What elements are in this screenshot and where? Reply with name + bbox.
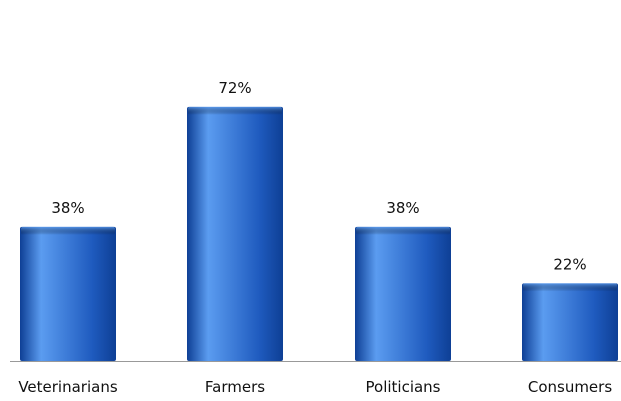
bar-top-highlight <box>523 283 617 292</box>
category-label: Veterinarians <box>18 378 118 396</box>
data-label: 22% <box>553 255 586 273</box>
bar-top-highlight <box>188 106 282 115</box>
category-labels-layer: Veterinarians Farmers Politicians Consumers <box>18 378 612 396</box>
bar-farmers <box>187 106 283 361</box>
data-label: 38% <box>51 199 84 217</box>
data-labels-layer: 38% 72% 38% 22% <box>51 79 586 274</box>
category-label: Consumers <box>528 378 612 396</box>
data-label: 38% <box>386 199 419 217</box>
bar-politicians <box>355 226 451 361</box>
bar-top-highlight <box>21 226 115 235</box>
category-label: Farmers <box>205 378 265 396</box>
bar-top-highlight <box>356 226 450 235</box>
bars-layer <box>20 106 618 361</box>
data-label: 72% <box>218 79 251 97</box>
bar-consumers <box>522 283 618 361</box>
bar-veterinarians <box>20 226 116 361</box>
category-label: Politicians <box>366 378 441 396</box>
